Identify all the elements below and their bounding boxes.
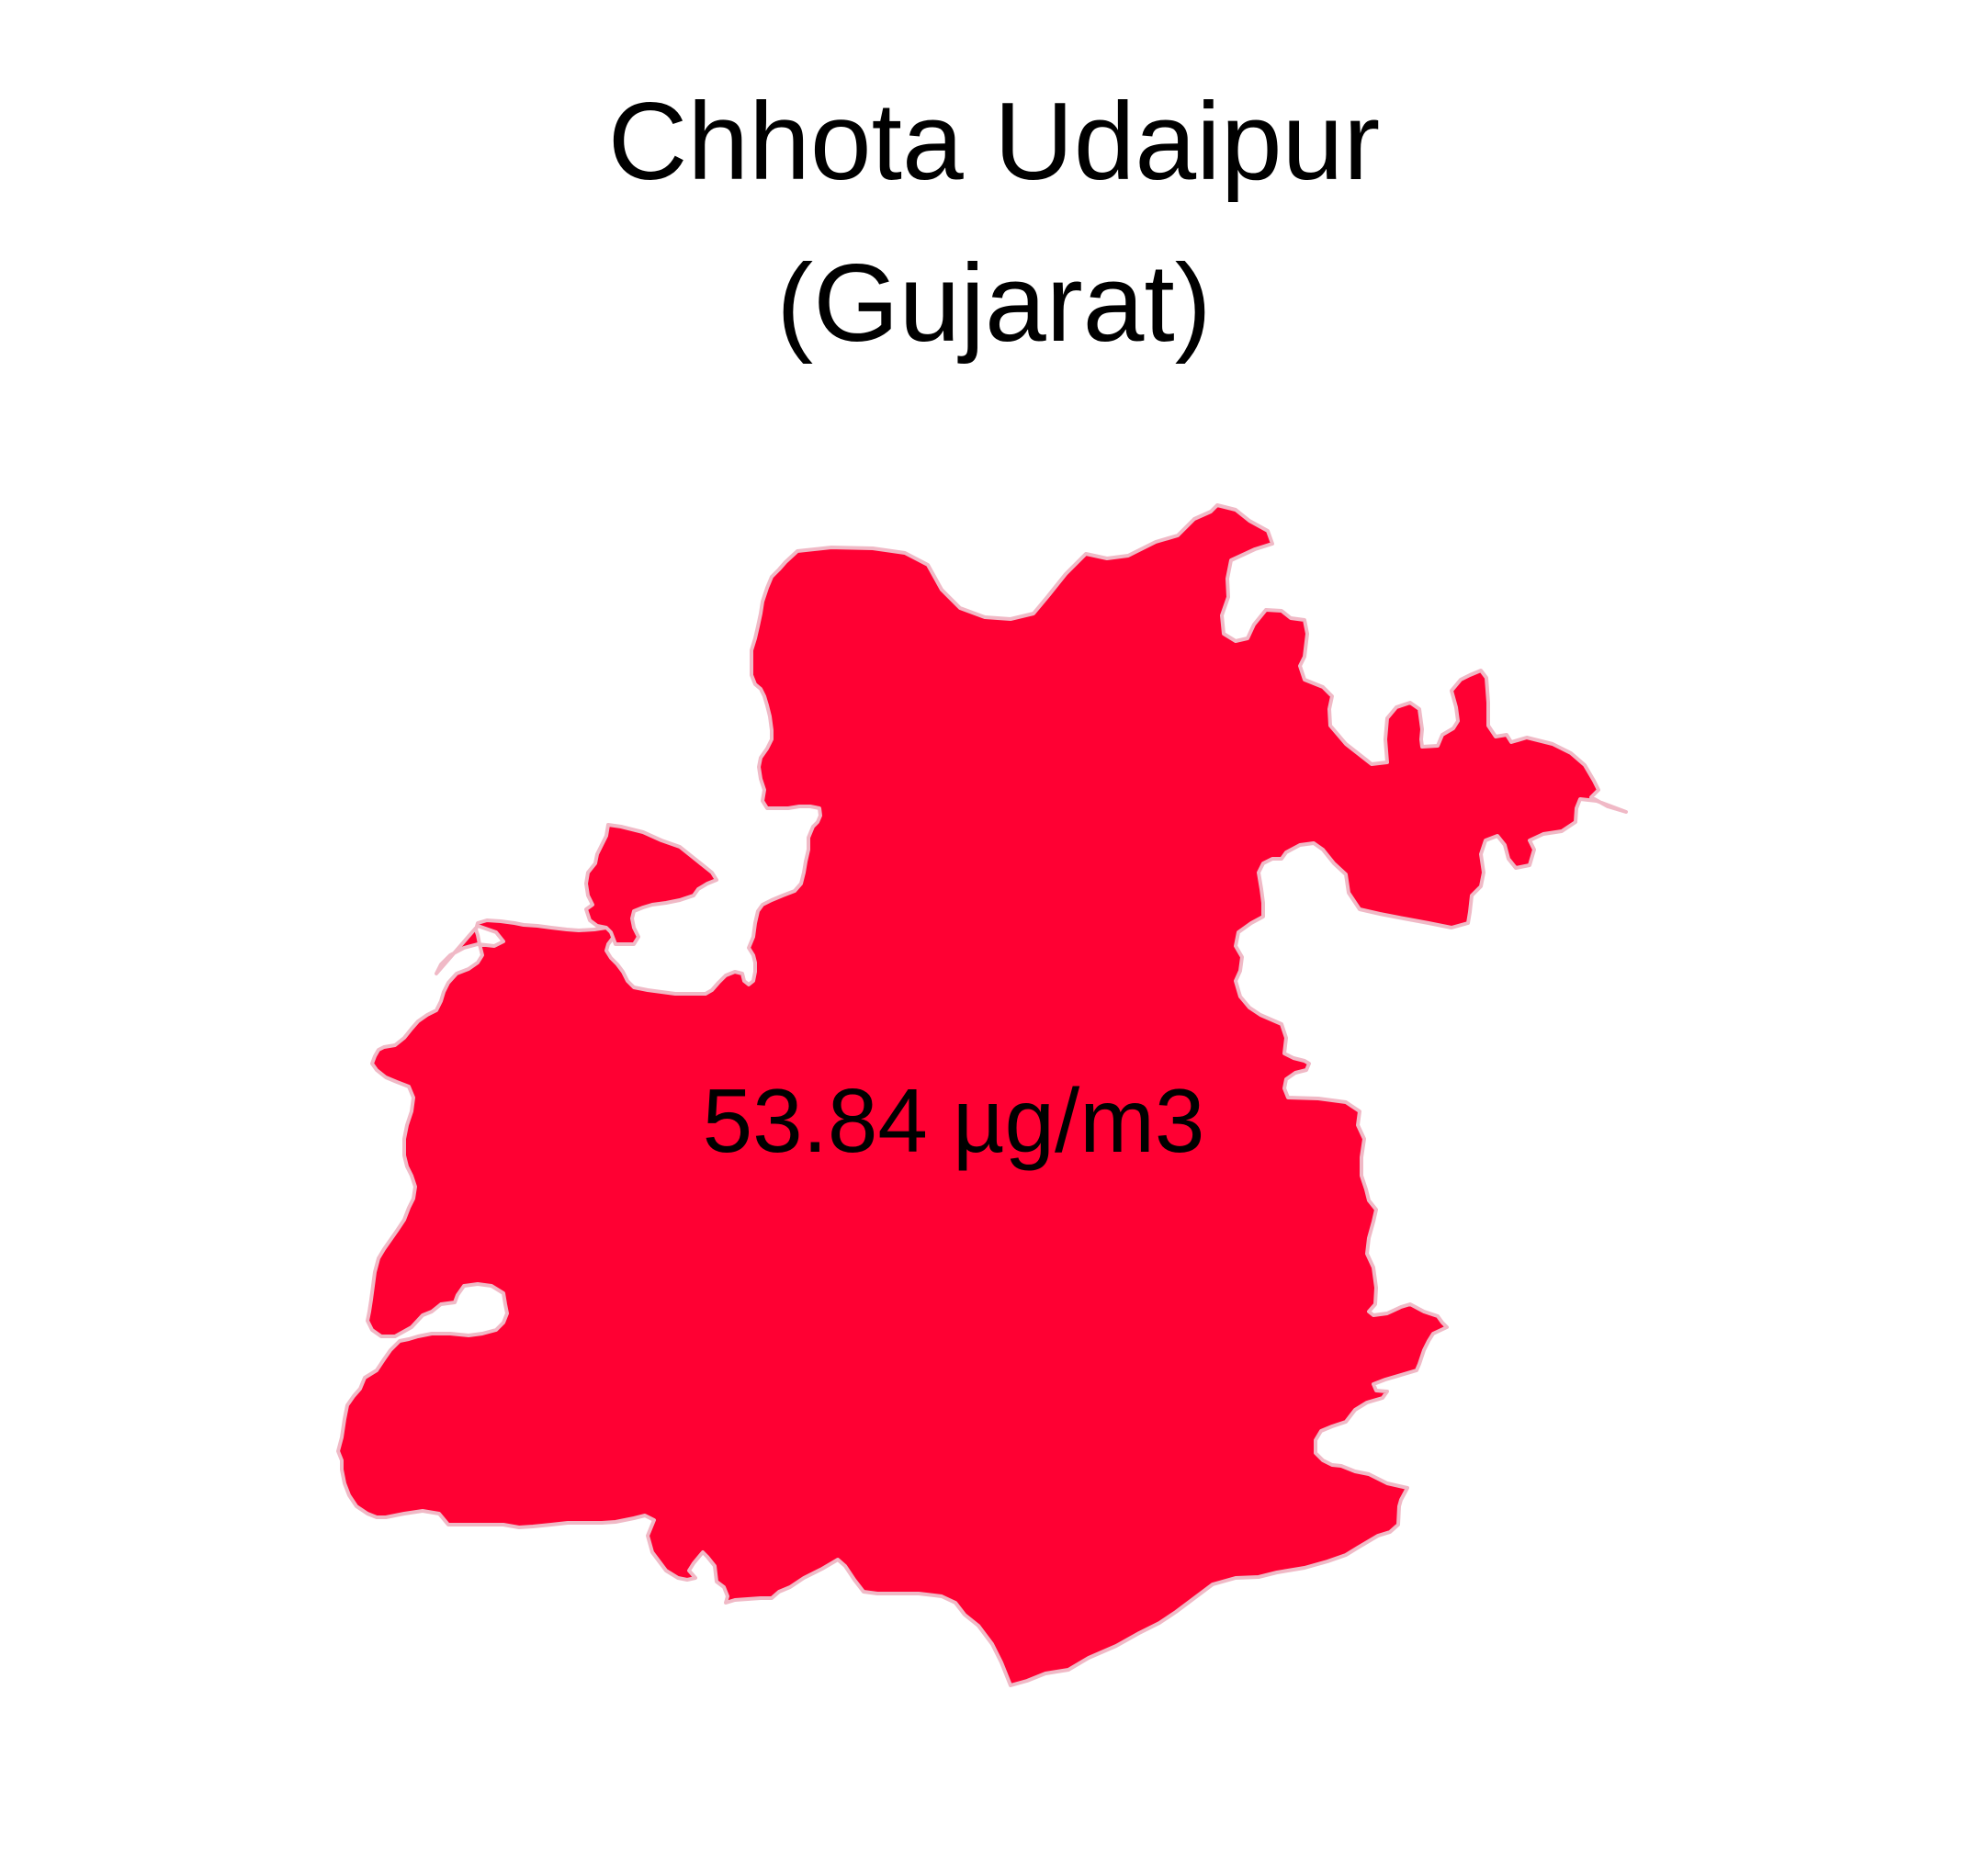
district-shape-north-west-lobe <box>584 823 718 946</box>
pollution-value-label: 53.84 µg/m3 <box>702 1070 1205 1171</box>
map-title-district: Chhota Udaipur <box>607 80 1381 203</box>
map-title-state: (Gujarat) <box>776 242 1212 365</box>
map-title: Chhota Udaipur (Gujarat) <box>0 61 1988 384</box>
